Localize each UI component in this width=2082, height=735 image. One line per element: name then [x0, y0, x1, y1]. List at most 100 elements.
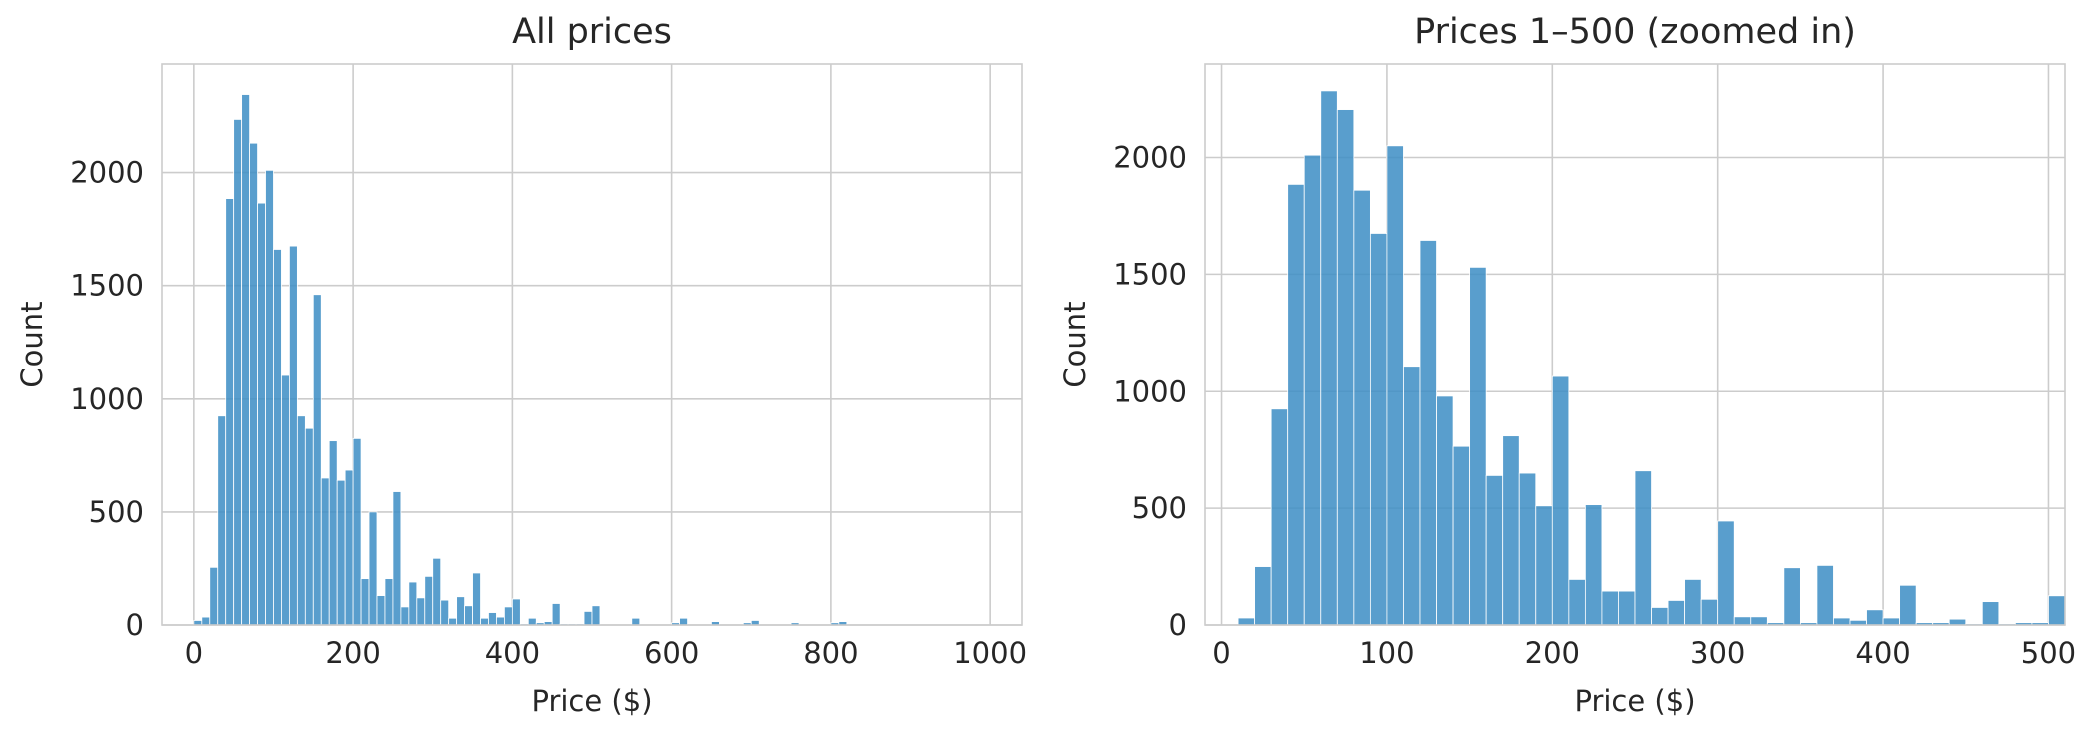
y-tick-label: 2000	[1113, 141, 1187, 175]
x-tick-label: 400	[485, 636, 540, 670]
x-tick-label: 100	[1359, 636, 1414, 670]
x-axis-label: Price ($)	[531, 684, 652, 718]
y-tick-label: 0	[1169, 608, 1187, 642]
histogram-bar	[1452, 445, 1471, 626]
histogram-bar	[368, 511, 378, 626]
histogram-bar	[1866, 609, 1884, 626]
histogram-bar	[464, 605, 473, 626]
histogram-bar	[432, 557, 442, 626]
x-tick-label: 1000	[953, 636, 1027, 670]
histogram-bar	[1717, 520, 1735, 626]
x-tick-label: 300	[1690, 636, 1745, 670]
histogram-bar	[1469, 266, 1487, 626]
y-tick-label: 1000	[70, 382, 144, 416]
histogram-bar	[1502, 435, 1520, 626]
histogram-bar	[1386, 145, 1404, 626]
histogram-bar	[583, 611, 593, 626]
histogram-bar	[1336, 109, 1355, 626]
x-tick-label: 0	[1212, 636, 1230, 670]
histogram-bar	[416, 597, 426, 626]
histogram-bar	[1403, 366, 1421, 626]
histogram-bar	[344, 469, 354, 626]
histogram-bar	[448, 617, 458, 626]
histogram-bar	[1551, 375, 1570, 626]
histogram-bar	[384, 578, 394, 626]
histogram-bar	[551, 603, 561, 626]
histogram-bar	[527, 617, 537, 626]
histogram-bar	[456, 596, 465, 626]
y-axis-label: Count	[1058, 301, 1092, 387]
histogram-bar	[1485, 474, 1504, 626]
histogram-bar	[1948, 618, 1967, 626]
histogram-bar	[209, 566, 219, 626]
histogram-bar	[249, 142, 258, 626]
histogram-bar	[679, 617, 688, 626]
histogram-bar	[304, 427, 314, 626]
histogram-bar	[424, 575, 434, 626]
y-tick-label: 500	[89, 495, 144, 529]
histogram-bar	[1584, 504, 1603, 626]
histogram-bar	[352, 437, 362, 626]
plot-frame	[161, 63, 1023, 626]
histogram-bar	[488, 612, 497, 626]
histogram-bar	[1667, 600, 1686, 626]
x-tick-label: 200	[325, 636, 380, 670]
histogram-bar	[504, 606, 513, 626]
histogram-bar	[320, 477, 330, 626]
histogram-bar	[1882, 617, 1901, 626]
histogram-bar	[265, 169, 274, 626]
histogram-bar	[1353, 189, 1371, 626]
histogram-bar	[1634, 470, 1652, 626]
y-axis-label: Count	[15, 301, 49, 387]
chart-title: All prices	[512, 12, 672, 52]
histogram-bar	[1419, 240, 1437, 626]
histogram-bar	[1684, 579, 1702, 626]
histogram-bar	[1518, 472, 1537, 626]
histogram-bar	[496, 616, 505, 626]
histogram-prices-zoomed: 0 100 200 300 400 500 0 500 1000 1500 2000 Prices 1…	[1058, 12, 2076, 718]
histogram-bar	[1320, 90, 1338, 626]
histogram-bar	[1237, 617, 1256, 626]
histogram-bar	[440, 599, 450, 626]
histogram-bar	[1899, 584, 1917, 626]
histogram-bar	[1651, 607, 1669, 626]
histogram-bar	[472, 572, 481, 626]
y-tick-label: 0	[126, 608, 144, 642]
histogram-bar	[1535, 505, 1553, 626]
y-tick-label: 1500	[1113, 257, 1187, 291]
x-tick-label: 200	[1525, 636, 1580, 670]
histogram-bar	[631, 617, 641, 626]
histogram-bar	[1254, 566, 1272, 626]
x-tick-label: 800	[803, 636, 858, 670]
histogram-bar	[400, 606, 410, 626]
histogram-bar	[376, 595, 386, 626]
histogram-bar	[241, 94, 250, 626]
histogram-bar	[1601, 590, 1619, 626]
histogram-bar	[408, 581, 418, 626]
plot-frame	[1204, 63, 2066, 626]
histogram-bar	[591, 605, 601, 626]
chart-title: Prices 1–500 (zoomed in)	[1414, 12, 1856, 52]
histogram-bar	[1981, 601, 2000, 626]
histogram-bar	[1618, 590, 1636, 626]
histogram-bar	[2048, 595, 2066, 626]
histogram-bar	[511, 598, 521, 626]
histogram-bar	[1700, 598, 1719, 626]
histogram-bar	[1303, 154, 1322, 626]
histogram-bar	[257, 202, 266, 626]
histogram-bar	[225, 198, 235, 626]
histogram-bar	[1568, 579, 1586, 626]
histogram-bar	[312, 294, 322, 626]
histogram-bar	[328, 440, 338, 626]
histogram-bar	[1783, 567, 1801, 626]
x-tick-label: 600	[644, 636, 699, 670]
y-tick-label: 1000	[1113, 374, 1187, 408]
histogram-bar	[1436, 395, 1454, 626]
histogram-bar	[1287, 183, 1305, 626]
histogram-bar	[336, 479, 346, 626]
y-tick-label: 500	[1132, 491, 1187, 525]
x-tick-label: 400	[1855, 636, 1910, 670]
y-tick-label: 1500	[70, 269, 144, 303]
x-tick-label: 500	[2021, 636, 2076, 670]
histogram-bar	[233, 119, 243, 626]
